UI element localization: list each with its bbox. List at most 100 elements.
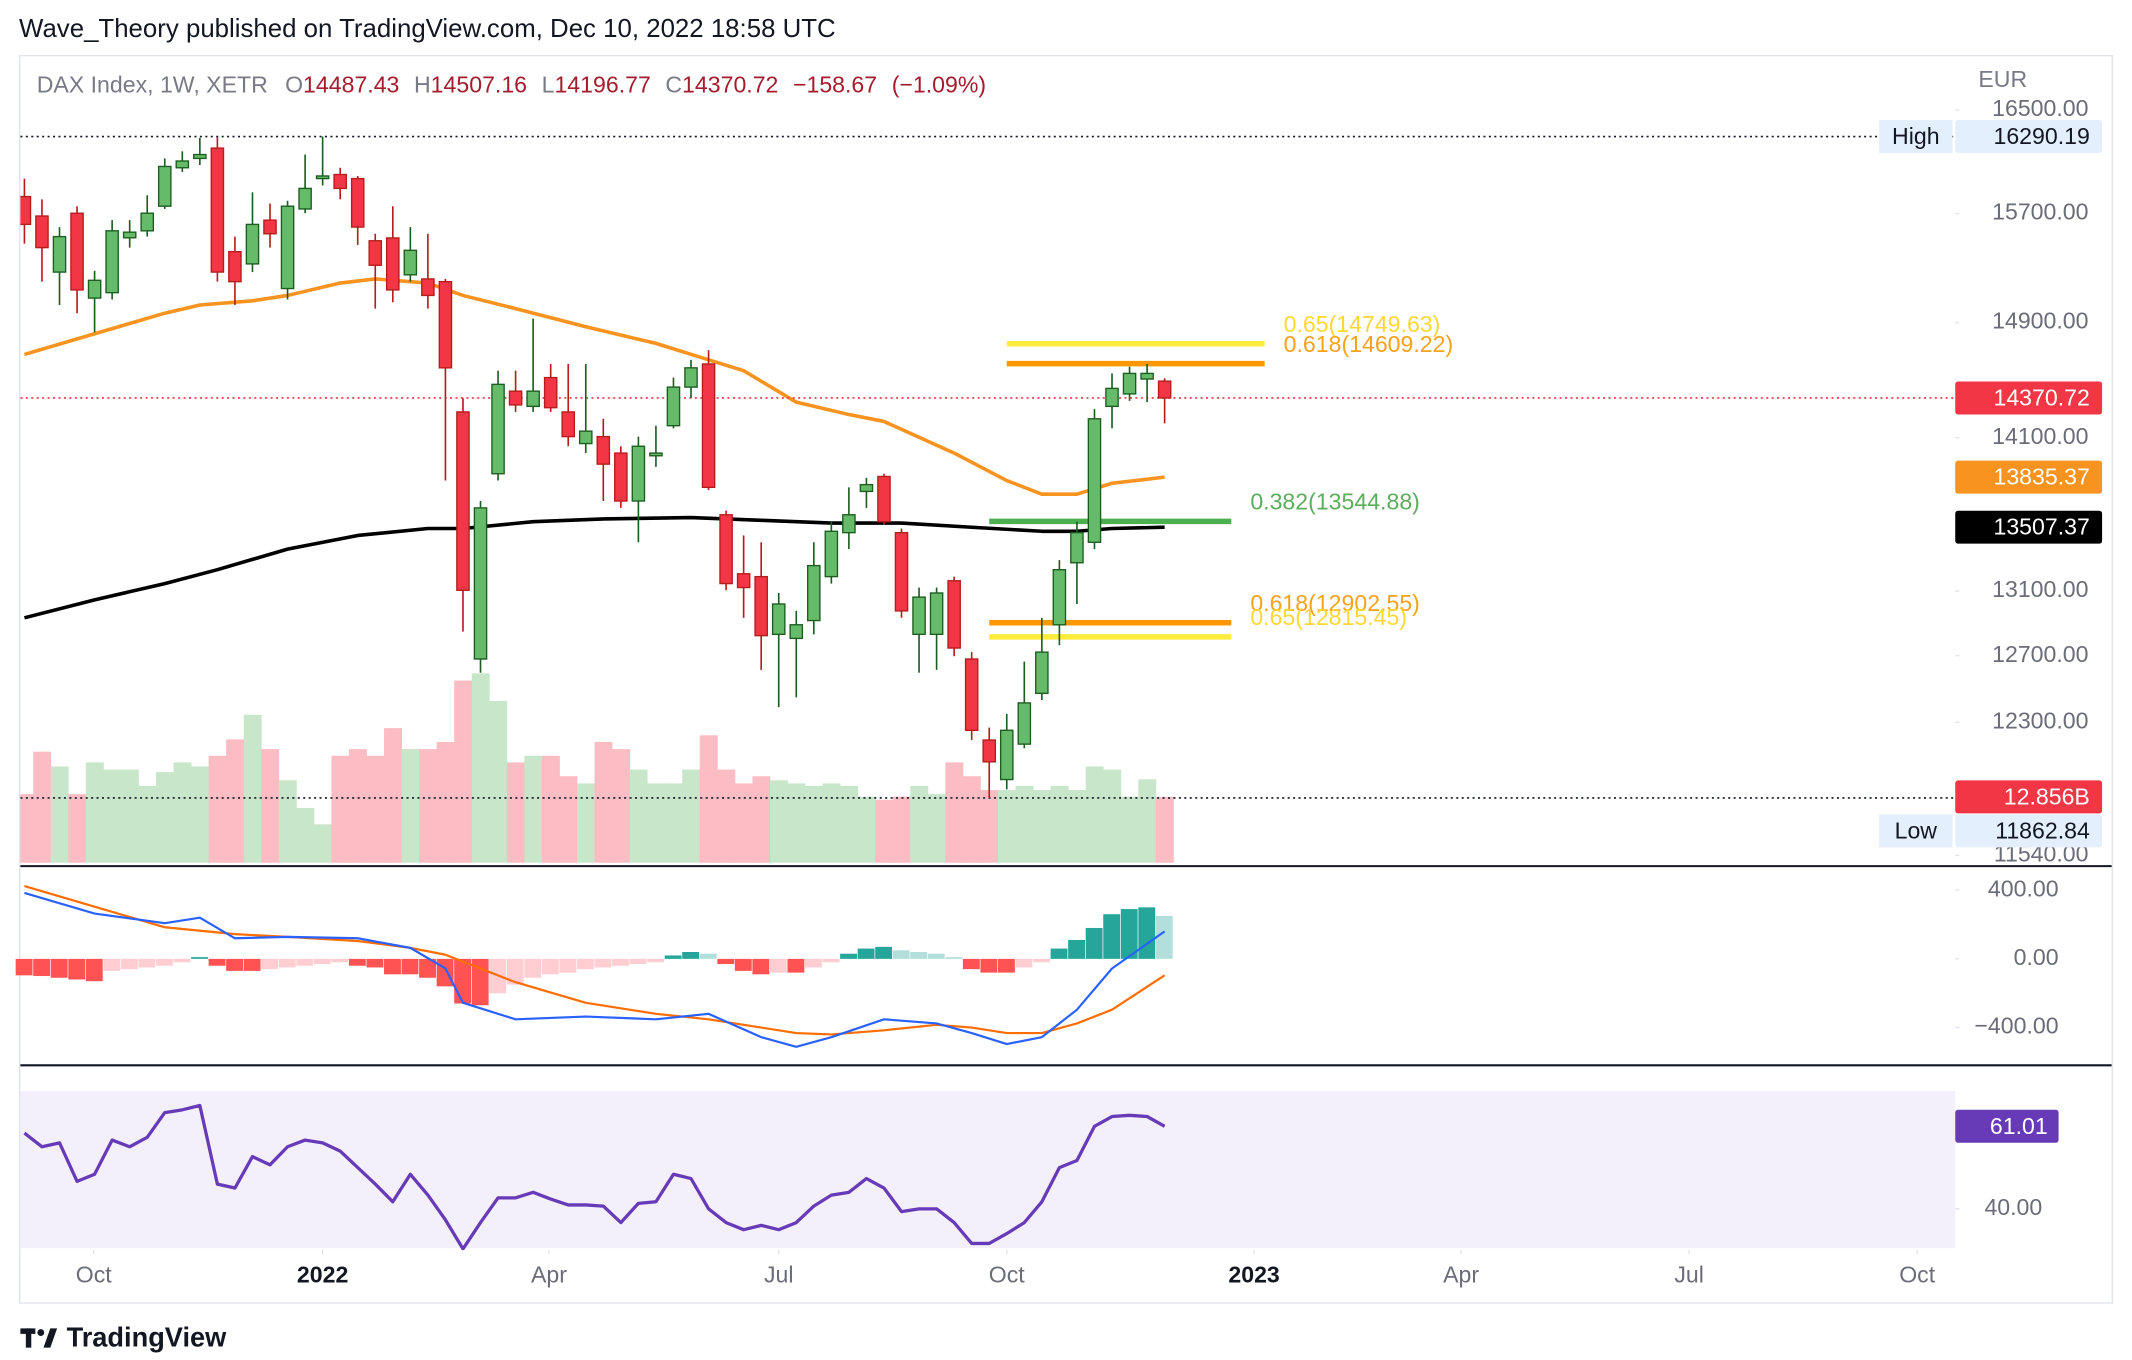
macd-histogram-bar — [191, 957, 208, 959]
volume-bar — [857, 796, 876, 863]
rsi-line — [23, 1103, 1166, 1251]
volume-bar — [576, 783, 595, 863]
price-badge-label: 13507.37 — [1994, 514, 2090, 540]
macd-histogram-bar — [103, 958, 121, 971]
price-badge-label: 16290.19 — [1994, 123, 2090, 149]
x-tick-label: Apr — [531, 1261, 567, 1287]
marker-label: Low — [1895, 817, 1938, 843]
volume-bar — [489, 701, 508, 863]
candle-body — [20, 195, 32, 226]
volume-bar — [296, 807, 315, 863]
candle-body — [807, 564, 821, 622]
candle-body — [157, 165, 172, 207]
macd-histogram-bar — [857, 948, 875, 959]
fib-label: 0.65(12815.45) — [1250, 604, 1407, 630]
macd-histogram-bar — [1068, 939, 1086, 959]
y-tick-label: 14900.00 — [1992, 308, 2088, 334]
y-tick-label: 12300.00 — [1992, 708, 2088, 734]
candle-body — [473, 507, 488, 660]
volume-bar — [629, 769, 648, 863]
macd-histogram-bar — [1138, 907, 1156, 959]
macd-histogram-bar — [313, 958, 331, 965]
price-badge — [1955, 381, 2103, 415]
fib-label: 0.65(14749.63) — [1284, 311, 1441, 337]
volume-bar — [682, 769, 701, 863]
candle-body — [122, 231, 137, 239]
macd-histogram-bar — [559, 958, 577, 973]
marker-label: High — [1892, 123, 1940, 149]
candle-body — [543, 376, 558, 409]
candle-body — [175, 160, 190, 169]
y-tick-label: 40.00 — [1984, 1194, 2042, 1220]
volume-bar — [33, 751, 52, 863]
volume-bar — [278, 780, 297, 863]
candle-body — [438, 280, 453, 369]
volume-bar — [840, 785, 859, 863]
candle-body — [1070, 531, 1084, 564]
volume-bar — [664, 783, 683, 863]
macd-histogram-bar — [348, 958, 366, 966]
y-tick-label: 12700.00 — [1992, 641, 2088, 667]
candle-body — [350, 177, 365, 228]
marker-box — [1879, 814, 1953, 848]
volume-bar — [226, 739, 245, 863]
y-tick-label: 15700.00 — [1992, 199, 2088, 225]
candle-body — [684, 367, 698, 388]
candle-body — [877, 475, 891, 523]
macd-histogram-bar — [1033, 958, 1050, 963]
macd-histogram-bar — [892, 950, 910, 959]
volume-bar — [524, 755, 543, 863]
candle-body — [526, 390, 540, 408]
volume-bar — [20, 794, 34, 863]
candle-body — [631, 445, 646, 502]
macd-histogram-bar — [840, 953, 857, 959]
price-badge — [1955, 814, 2103, 848]
macd-histogram-bar — [1085, 927, 1103, 959]
macd-histogram-bar — [436, 958, 454, 987]
price-badge — [1955, 460, 2103, 494]
macd-histogram-bar — [226, 958, 244, 971]
candle-body — [736, 573, 751, 589]
x-tick-label: Oct — [76, 1261, 112, 1287]
macd-histogram-bar — [278, 958, 296, 968]
macd-histogram-bar — [454, 958, 472, 1004]
candle-body — [578, 430, 593, 445]
macd-histogram-bar — [261, 958, 279, 970]
volume-bar — [980, 790, 999, 863]
candle-body — [193, 153, 207, 160]
legend-key: L — [542, 72, 555, 98]
volume-bar — [331, 755, 350, 863]
macd-histogram-bar — [664, 955, 682, 959]
macd-histogram-bar — [647, 958, 665, 963]
volume-bar — [892, 796, 911, 863]
candle-body — [824, 530, 839, 578]
footer-brand: TradingView — [67, 1322, 227, 1353]
candle-body — [263, 219, 277, 235]
volume-bar — [822, 783, 841, 863]
macd-histogram-bar — [752, 958, 770, 975]
y-tick-label: 0.00 — [2014, 944, 2059, 970]
currency: EUR — [1978, 66, 2027, 92]
candle-body — [1122, 372, 1137, 395]
candle-body — [228, 251, 242, 283]
macd-histogram-bar — [419, 958, 436, 978]
macd-histogram-bar — [629, 958, 647, 965]
candle-body — [842, 514, 856, 534]
macd-histogram-bar — [173, 958, 191, 963]
macd-histogram-bar — [366, 958, 384, 968]
volume-bar — [173, 762, 192, 863]
candle-body — [1157, 380, 1172, 399]
macd-histogram-bar — [296, 958, 314, 966]
macd-histogram-bar — [682, 952, 700, 959]
candle-body — [719, 514, 733, 585]
volume-bar — [541, 755, 560, 863]
volume-bar — [348, 749, 367, 863]
volume-bar — [962, 776, 981, 863]
macd-histogram-bar — [401, 958, 419, 975]
rsi-pane — [23, 1103, 1166, 1251]
macd-histogram-bar — [506, 958, 524, 985]
rsi-band — [20, 1090, 1956, 1249]
volume-bar — [243, 714, 262, 863]
legend-title: DAX Index, 1W, XETR — [37, 72, 268, 98]
legend-key: C — [665, 72, 682, 98]
